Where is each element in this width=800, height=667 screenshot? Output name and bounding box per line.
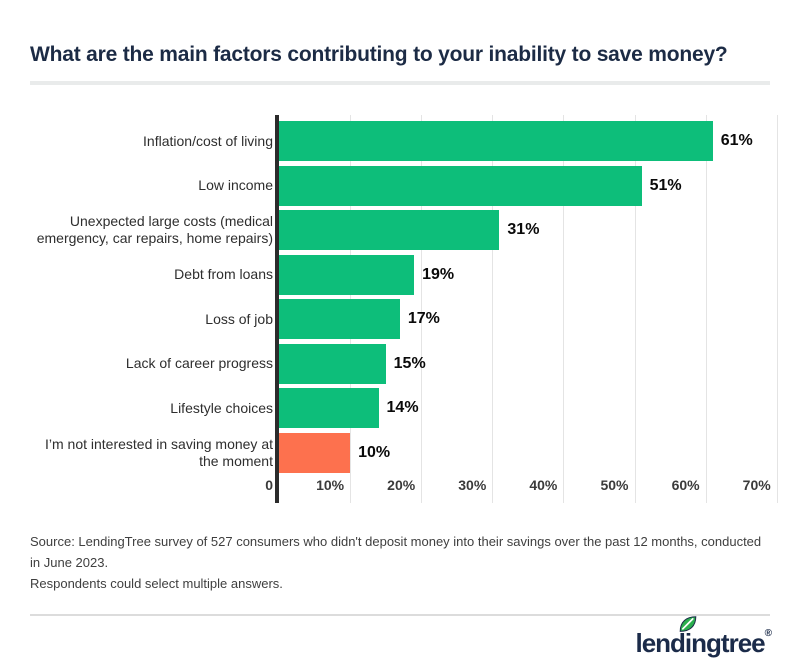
bar-value-label: 17%: [407, 310, 440, 328]
x-tick-label: 30%: [458, 477, 487, 493]
bar-value-label: 14%: [386, 399, 419, 417]
x-tick-label: 70%: [742, 477, 771, 493]
bar-track: 14%: [279, 386, 799, 431]
bar-rows: Inflation/cost of living 61% Low income 51%…: [30, 119, 800, 475]
registered-mark: ®: [764, 628, 772, 639]
bar: [279, 388, 379, 428]
x-tick-label: 10%: [316, 477, 345, 493]
bar: [279, 432, 351, 473]
category-label: Inflation/cost of living: [143, 132, 273, 149]
bar-row: I’m not interested in saving money at th…: [30, 431, 800, 476]
bar-track: 17%: [279, 297, 799, 342]
bar: [279, 165, 642, 206]
footer-divider: [30, 614, 770, 616]
bar: [279, 299, 400, 339]
category-label: Low income: [198, 177, 273, 194]
grid-line: [776, 115, 778, 503]
bar-row: Debt from loans 19%: [30, 253, 800, 298]
x-tick-label: 0: [265, 477, 273, 493]
bar-row: Lack of career progress 15%: [30, 342, 800, 387]
footer: lend ingtree®: [0, 616, 772, 659]
grid-line: [634, 115, 636, 503]
category-label: Unexpected large costs (medical emergenc…: [36, 213, 273, 247]
logo-text-part2: i: [684, 628, 692, 658]
logo-text-part1: lend: [635, 628, 685, 658]
bar: [279, 121, 713, 161]
logo-text-part3: ngtree: [691, 628, 765, 658]
bar-value-label: 10%: [358, 443, 391, 461]
category-label: Debt from loans: [174, 266, 273, 283]
bar-row: Unexpected large costs (medical emergenc…: [30, 208, 800, 253]
x-tick-label: 60%: [671, 477, 700, 493]
category-label: Lifestyle choices: [170, 399, 273, 416]
grid-line: [421, 115, 423, 503]
bar-value-label: 51%: [649, 176, 682, 194]
bar: [279, 210, 500, 250]
bar-track: 31%: [279, 208, 799, 253]
grid-layer: 0 10% 20% 30% 40% 50% 60% 70%: [265, 115, 799, 503]
grid-line: [563, 115, 565, 503]
category-label: Loss of job: [205, 310, 273, 327]
x-tick-label: 20%: [387, 477, 416, 493]
x-tick-label: 50%: [600, 477, 629, 493]
bar-value-label: 31%: [507, 221, 540, 239]
bar-track: 19%: [279, 253, 799, 298]
source-note: Source: LendingTree survey of 527 consum…: [30, 534, 762, 591]
bar-row: Loss of job 17%: [30, 297, 800, 342]
bar-value-label: 19%: [422, 265, 455, 283]
page-title: What are the main factors contributing t…: [30, 43, 728, 66]
logo-letter-i: i: [679, 616, 697, 659]
axis-line: [275, 115, 279, 503]
category-label: I’m not interested in saving money at th…: [44, 435, 273, 469]
bar-value-label: 61%: [720, 132, 753, 150]
grid-line: [705, 115, 707, 503]
bar: [279, 343, 386, 384]
grid-line: [492, 115, 494, 503]
lendingtree-logo: lend ingtree®: [635, 616, 772, 659]
bar-track: 51%: [279, 164, 799, 209]
bar-row: Inflation/cost of living 61%: [30, 119, 800, 164]
bar-chart: 0 10% 20% 30% 40% 50% 60% 70% Inflation/cost of…: [30, 115, 800, 503]
leaf-icon: [679, 616, 697, 632]
bar-track: 15%: [279, 342, 799, 387]
category-label: Lack of career progress: [125, 355, 273, 372]
bar-track: 61%: [279, 119, 799, 164]
bar-value-label: 15%: [393, 354, 426, 372]
title-divider: [30, 81, 770, 85]
x-tick-label: 40%: [529, 477, 558, 493]
bar-row: Low income 51%: [30, 164, 800, 209]
bar: [279, 254, 415, 295]
bar-row: Lifestyle choices 14%: [30, 386, 800, 431]
bar-track: 10%: [279, 431, 799, 476]
